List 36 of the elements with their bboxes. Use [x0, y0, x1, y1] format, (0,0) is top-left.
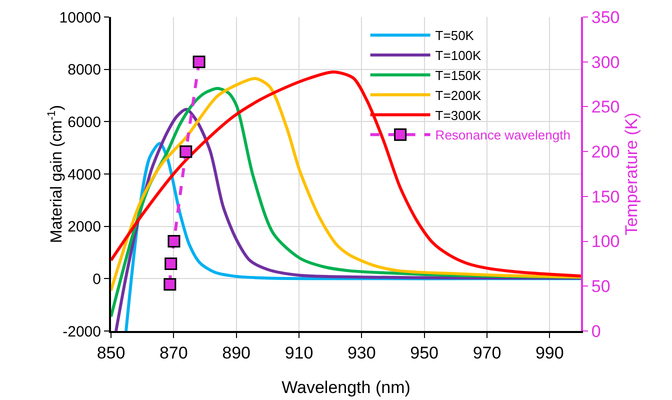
legend-label: T=100K: [435, 48, 482, 64]
x-tick-label: 950: [410, 343, 439, 362]
y2-axis-title: Temperature (K): [622, 112, 641, 236]
y-tick-label: 10000: [59, 9, 101, 26]
y-tick-label: -2000: [62, 323, 101, 340]
y2-tick-label: 350: [591, 8, 620, 27]
legend-label: T=50K: [435, 28, 474, 44]
legend-label: Resonance wavelength: [435, 128, 570, 143]
y2-tick-label: 150: [591, 187, 620, 206]
x-tick-label: 990: [535, 343, 564, 362]
y-tick-label: 2000: [68, 218, 101, 236]
point: [180, 145, 192, 158]
y-tick-label: 8000: [68, 62, 101, 79]
y2-tick-label: 50: [591, 277, 610, 296]
point: [192, 56, 206, 68]
y2-tick-label: 250: [591, 98, 620, 117]
y2-tick-label: 200: [591, 142, 620, 162]
point: [168, 235, 180, 248]
x-tick-label: 930: [347, 343, 376, 362]
x-tick-label: 970: [472, 343, 502, 362]
y-tick-label: 6000: [68, 114, 101, 131]
legend-label: T=200K: [435, 88, 482, 103]
y-tick-label: 0: [92, 270, 101, 288]
y2-tick-label: 300: [591, 52, 620, 72]
legend-label: T=300K: [435, 108, 482, 123]
x-axis-title: Wavelength (nm): [282, 378, 410, 397]
x-tick-label: 890: [222, 343, 251, 362]
legend-label: T=150K: [435, 68, 482, 83]
y2-tick-label: 100: [591, 232, 620, 252]
y2-tick-label: 0: [591, 322, 601, 341]
point: [164, 257, 178, 270]
x-tick-label: 850: [96, 343, 126, 362]
x-tick-label: 870: [159, 343, 188, 362]
point: [164, 278, 176, 291]
x-tick-label: 910: [284, 343, 314, 362]
y-tick-label: 4000: [68, 166, 101, 184]
